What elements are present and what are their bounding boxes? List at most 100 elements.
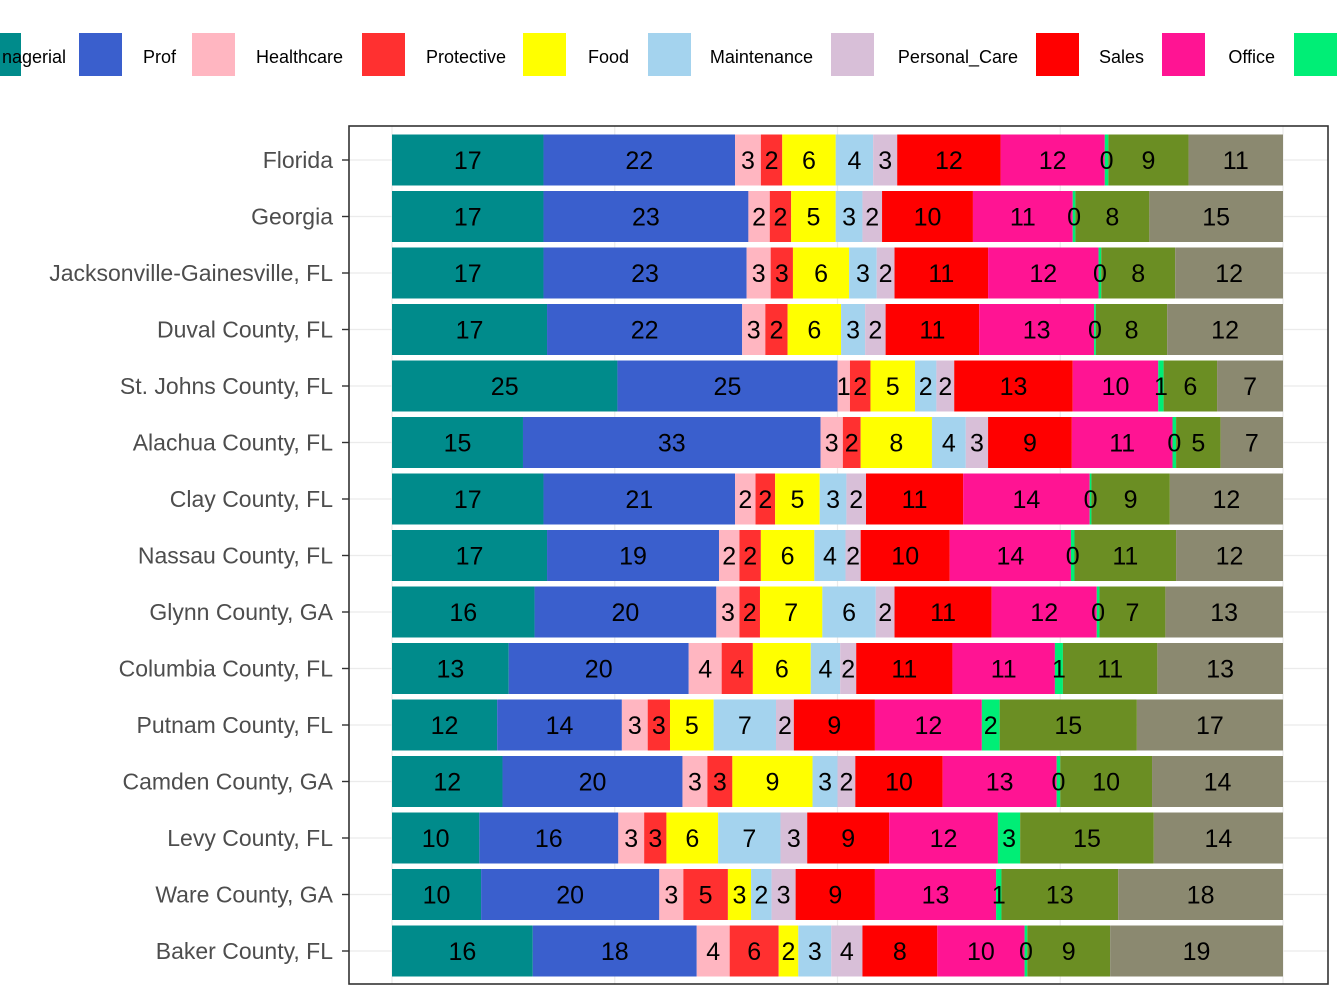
data-label: 5 <box>1191 430 1205 458</box>
bar-segment-sales <box>855 756 943 807</box>
data-label: 17 <box>454 486 482 514</box>
bar-segment-prof <box>543 134 736 186</box>
plot-panel-border <box>348 125 1329 985</box>
bar-segment-managerial <box>392 812 480 864</box>
bar-segment-healthcare <box>837 360 850 412</box>
data-label: 2 <box>765 147 779 175</box>
data-label: 3 <box>721 599 735 627</box>
data-label: 11 <box>928 260 954 288</box>
bar-segment-other <box>1157 643 1283 694</box>
y-tick-label: Putnam County, FL <box>137 712 334 738</box>
bar-segment-food <box>666 812 719 864</box>
data-label: 23 <box>632 204 660 232</box>
bar-segment-other <box>1217 360 1283 412</box>
bar-segment-office <box>949 530 1071 581</box>
bar-segment-healthcare <box>716 586 740 638</box>
bar-segment-other <box>1175 247 1283 299</box>
bar-segment-food <box>792 247 850 299</box>
data-label: 0 <box>1066 543 1080 571</box>
data-label: 3 <box>713 769 727 797</box>
data-label: 3 <box>747 317 761 345</box>
bar-segment-managerial <box>392 586 535 638</box>
bar-segment-prof <box>508 643 689 694</box>
y-tick-label: Clay County, FL <box>170 486 333 512</box>
bar-segment-protective <box>721 643 753 694</box>
data-label: 13 <box>986 769 1014 797</box>
data-label: 21 <box>625 486 653 514</box>
bar-segment-farm <box>1070 530 1075 581</box>
bar-segment-farm <box>996 869 1002 920</box>
y-tick-label: Florida <box>263 147 334 173</box>
bar-segment-prof <box>522 417 821 468</box>
data-label: 12 <box>930 825 958 853</box>
legend-key-protective <box>362 33 405 76</box>
bar-segment-protective <box>707 756 733 807</box>
data-label: 12 <box>1029 260 1057 288</box>
bar-segment-maintenance <box>814 530 846 581</box>
legend-label: nagerial <box>2 47 66 67</box>
bar-segment-maintenance <box>915 360 937 412</box>
data-label: 14 <box>1012 486 1040 514</box>
data-label: 3 <box>648 825 662 853</box>
bar-segment-personal-care <box>936 360 955 412</box>
bar-segment-other <box>1167 304 1283 355</box>
bar-segment-protective <box>760 134 783 186</box>
data-label: 2 <box>743 599 757 627</box>
data-label: 2 <box>770 317 784 345</box>
data-label: 9 <box>827 712 841 740</box>
data-label: 9 <box>1142 147 1156 175</box>
data-label: 6 <box>775 656 789 684</box>
bar-segment-healthcare <box>688 643 722 694</box>
bar-segment-healthcare <box>621 699 648 751</box>
data-label: 17 <box>456 543 484 571</box>
bar-segment-construction <box>1020 812 1154 864</box>
bar-segment-office <box>942 756 1057 807</box>
bar-segment-food <box>752 643 811 694</box>
data-label: 3 <box>825 430 839 458</box>
data-label: 11 <box>1223 147 1249 175</box>
bar-segment-food <box>732 756 813 807</box>
data-label: 10 <box>1102 373 1130 401</box>
data-label: 7 <box>1243 373 1257 401</box>
data-label: 3 <box>856 260 870 288</box>
data-label: 15 <box>1073 825 1101 853</box>
bar-segment-maintenance <box>713 699 777 751</box>
bar-segment-other <box>1188 134 1283 186</box>
data-label: 7 <box>1245 430 1259 458</box>
bar-segment-managerial <box>392 699 498 751</box>
legend-label: Office <box>1228 47 1275 67</box>
data-label: 9 <box>1023 430 1037 458</box>
data-label: 2 <box>774 204 788 232</box>
data-label: 3 <box>628 712 642 740</box>
data-label: 8 <box>893 938 907 966</box>
bar-segment-healthcare <box>718 530 740 581</box>
bars <box>392 134 1283 977</box>
data-label: 4 <box>823 543 837 571</box>
data-label: 3 <box>624 825 638 853</box>
bar-segment-construction <box>1060 756 1153 807</box>
bar-segment-office <box>874 869 997 920</box>
bar-segment-protective <box>683 869 728 920</box>
bar-segment-managerial <box>392 473 544 525</box>
data-label: 8 <box>889 430 903 458</box>
data-label: 18 <box>601 938 629 966</box>
data-label: 4 <box>942 430 956 458</box>
bar-segment-construction <box>1099 586 1166 638</box>
y-tick-label: Alachua County, FL <box>133 430 334 456</box>
bar-segment-personal-care <box>875 586 895 638</box>
data-label: 0 <box>1100 147 1114 175</box>
data-label: 0 <box>1052 769 1066 797</box>
bar-segment-personal-care <box>845 530 861 581</box>
bar-segment-other <box>1220 417 1283 468</box>
bar-segment-healthcare <box>682 756 708 807</box>
data-label: 7 <box>784 599 798 627</box>
bar-segment-managerial <box>392 869 482 920</box>
data-label: 10 <box>422 825 450 853</box>
bar-segment-food <box>759 586 823 638</box>
bar-segment-office <box>1072 360 1159 412</box>
bar-segment-maintenance <box>812 756 838 807</box>
data-label: 17 <box>454 204 482 232</box>
data-label: 2 <box>846 543 860 571</box>
